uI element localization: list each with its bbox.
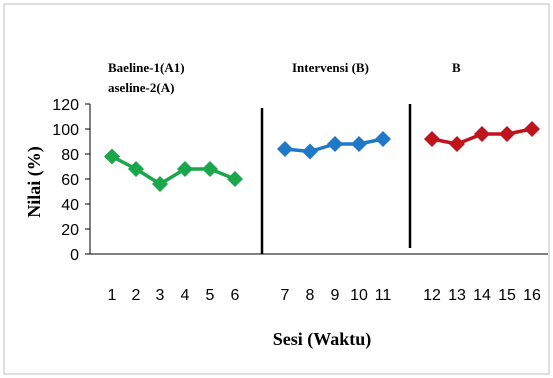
y-tick-label: 100 [52, 122, 79, 139]
x-tick-label: 11 [375, 287, 392, 304]
x-tick-label: 10 [350, 287, 368, 304]
x-tick-label: 2 [132, 287, 141, 304]
x-tick-label: 5 [206, 287, 215, 304]
data-point-marker [375, 131, 391, 147]
x-tick-label: 15 [498, 287, 516, 304]
x-tick-label: 16 [523, 287, 541, 304]
y-tick-label: 60 [61, 172, 79, 189]
data-point-marker [227, 171, 243, 187]
data-point-marker [152, 176, 168, 192]
phase-label-intervention: Intervensi (B) [292, 60, 369, 75]
y-tick-group: 0 20 40 60 80 100 120 [52, 97, 90, 264]
y-tick-label: 0 [70, 247, 79, 264]
data-point-marker [302, 143, 318, 160]
data-point-marker [449, 136, 465, 152]
x-tick-label: 13 [448, 287, 466, 304]
series-group [104, 121, 540, 192]
x-tick-label: 4 [181, 287, 190, 304]
data-point-marker [128, 161, 144, 177]
y-tick-label: 80 [61, 147, 79, 164]
data-point-marker [327, 136, 343, 152]
data-point-marker [177, 161, 193, 177]
x-tick-label: 12 [423, 287, 441, 304]
phase-label-baseline-line1: Baeline-1(A1) [108, 60, 185, 75]
data-point-marker [499, 126, 515, 142]
data-point-marker [202, 161, 218, 177]
x-axis-title: Sesi (Waktu) [273, 329, 372, 350]
y-tick-label: 40 [61, 197, 79, 214]
data-point-marker [474, 126, 490, 142]
phase-label-b: B [452, 60, 461, 75]
x-tick-label: 7 [281, 287, 290, 304]
data-point-marker [524, 121, 540, 137]
data-point-marker [351, 136, 367, 152]
data-point-marker [104, 148, 120, 165]
x-tick-label: 1 [108, 287, 117, 304]
data-point-marker [424, 131, 440, 147]
y-tick-label: 20 [61, 222, 79, 239]
x-tick-label: 8 [306, 287, 315, 304]
x-tick-label: 3 [156, 287, 165, 304]
x-tick-label: 9 [331, 287, 340, 304]
phase-label-baseline-line2: aseline-2(A) [108, 80, 174, 95]
x-tick-label: 14 [473, 287, 491, 304]
x-tick-label: 6 [231, 287, 240, 304]
data-point-marker [277, 141, 293, 157]
y-tick-label: 120 [52, 97, 79, 114]
chart-border [3, 3, 550, 375]
x-tick-group: 1 2 3 4 5 6 7 8 9 10 11 12 13 14 15 16 [108, 287, 541, 304]
y-axis-title: Nilai (%) [24, 146, 45, 218]
